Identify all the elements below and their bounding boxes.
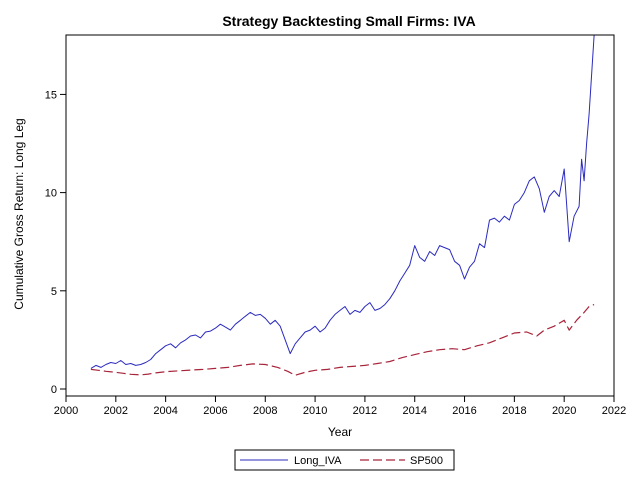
x-axis-label: Year (328, 425, 352, 439)
x-axis: 2000 2002 2004 2006 2008 2010 2012 2014 2016 2018… (54, 396, 626, 417)
x-tick-label: 2006 (203, 405, 227, 417)
series-line-long-iva (90, 35, 595, 369)
series-line-sp500 (90, 304, 595, 376)
legend-frame (234, 449, 455, 471)
y-tick-label: 5 (51, 286, 57, 298)
y-axis-label: Cumulative Gross Return: Long Leg (12, 118, 26, 309)
x-tick-label: 2004 (153, 405, 177, 417)
x-tick-label: 2022 (602, 405, 626, 417)
y-tick-label: 0 (51, 384, 57, 396)
x-tick-label: 2010 (303, 405, 327, 417)
x-tick-label: 2000 (54, 405, 78, 417)
y-axis: 0 5 10 15 (45, 89, 66, 396)
y-tick-label: 10 (45, 188, 57, 200)
legend-label-long-iva: Long_IVA (294, 455, 342, 467)
x-tick-label: 2016 (452, 405, 476, 417)
legend-label-sp500: SP500 (410, 455, 443, 467)
x-tick-label: 2018 (502, 405, 526, 417)
x-tick-label: 2002 (104, 405, 128, 417)
y-tick-label: 15 (45, 89, 57, 101)
chart-title: Strategy Backtesting Small Firms: IVA (222, 13, 475, 29)
plot-area (90, 35, 595, 376)
legend: Long_IVA SP500 (234, 449, 455, 471)
x-tick-label: 2020 (552, 405, 576, 417)
x-tick-label: 2008 (253, 405, 277, 417)
x-tick-label: 2014 (402, 405, 426, 417)
plot-frame (65, 34, 615, 397)
x-tick-label: 2012 (353, 405, 377, 417)
